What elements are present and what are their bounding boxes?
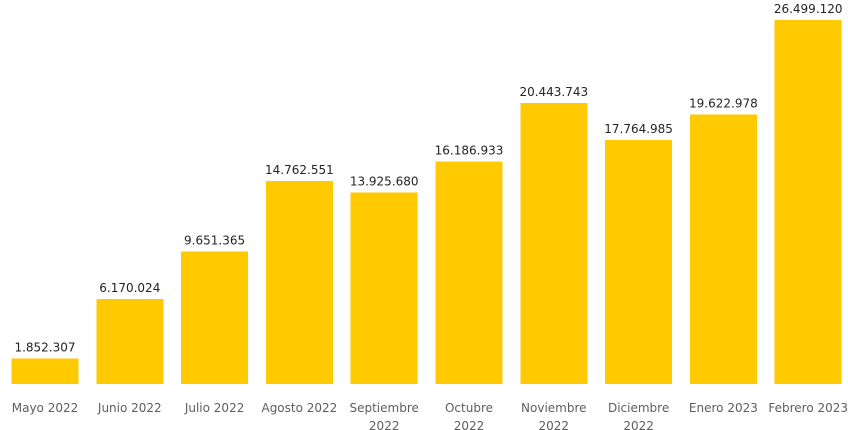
x-tick-label-7: Diciembre 2022 — [608, 401, 669, 430]
x-tick-label-2-line-0: Julio 2022 — [184, 401, 245, 415]
bar-3[interactable] — [265, 181, 333, 384]
x-axis-tick-labels: Mayo 2022 Junio 2022 Julio 2022 Agosto 2022… — [12, 401, 848, 430]
bar-8[interactable] — [689, 114, 757, 385]
bars-layer — [11, 20, 842, 385]
data-label-1: 6.170.024 — [99, 281, 160, 295]
data-label-8: 19.622.978 — [689, 97, 758, 111]
x-tick-label-6-line-1: 2022 — [539, 419, 570, 430]
x-tick-label-3: Agosto 2022 — [261, 401, 337, 415]
bar-6[interactable] — [520, 103, 588, 384]
x-tick-label-9-line-0: Febrero 2023 — [768, 401, 848, 415]
bar-2[interactable] — [181, 251, 249, 384]
data-label-7: 17.764.985 — [604, 122, 673, 136]
x-tick-label-0: Mayo 2022 — [12, 401, 79, 415]
x-tick-label-1-line-0: Junio 2022 — [97, 401, 162, 415]
data-label-9: 26.499.120 — [774, 2, 843, 16]
bar-4[interactable] — [350, 192, 418, 384]
bar-9[interactable] — [774, 20, 842, 384]
data-label-3: 14.762.551 — [265, 163, 334, 177]
bar-7[interactable] — [605, 140, 673, 384]
data-label-2: 9.651.365 — [184, 233, 245, 247]
data-labels-layer: 1.852.307 6.170.024 9.651.365 14.762.551 13.… — [14, 2, 842, 355]
x-tick-label-6: Noviembre 2022 — [521, 401, 587, 430]
x-tick-label-8: Enero 2023 — [689, 401, 758, 415]
data-label-6: 20.443.743 — [519, 85, 588, 99]
x-tick-label-5: Octubre 2022 — [445, 401, 493, 430]
x-tick-label-4: Septiembre 2022 — [349, 401, 418, 430]
x-tick-label-9: Febrero 2023 — [768, 401, 848, 415]
x-tick-label-0-line-0: Mayo 2022 — [12, 401, 79, 415]
x-tick-label-1: Junio 2022 — [97, 401, 162, 415]
x-tick-label-5-line-0: Octubre — [445, 401, 493, 415]
data-label-4: 13.925.680 — [350, 175, 419, 189]
data-label-5: 16.186.933 — [435, 144, 504, 158]
x-tick-label-2: Julio 2022 — [184, 401, 245, 415]
data-label-0: 1.852.307 — [14, 341, 75, 355]
x-tick-label-7-line-1: 2022 — [623, 419, 654, 430]
x-tick-label-3-line-0: Agosto 2022 — [261, 401, 337, 415]
bar-0[interactable] — [11, 358, 79, 384]
x-tick-label-8-line-0: Enero 2023 — [689, 401, 758, 415]
bar-5[interactable] — [435, 161, 503, 384]
bar-1[interactable] — [96, 299, 164, 384]
x-tick-label-5-line-1: 2022 — [454, 419, 485, 430]
x-tick-label-4-line-1: 2022 — [369, 419, 400, 430]
x-tick-label-6-line-0: Noviembre — [521, 401, 587, 415]
x-tick-label-7-line-0: Diciembre — [608, 401, 669, 415]
x-tick-label-4-line-0: Septiembre — [349, 401, 418, 415]
